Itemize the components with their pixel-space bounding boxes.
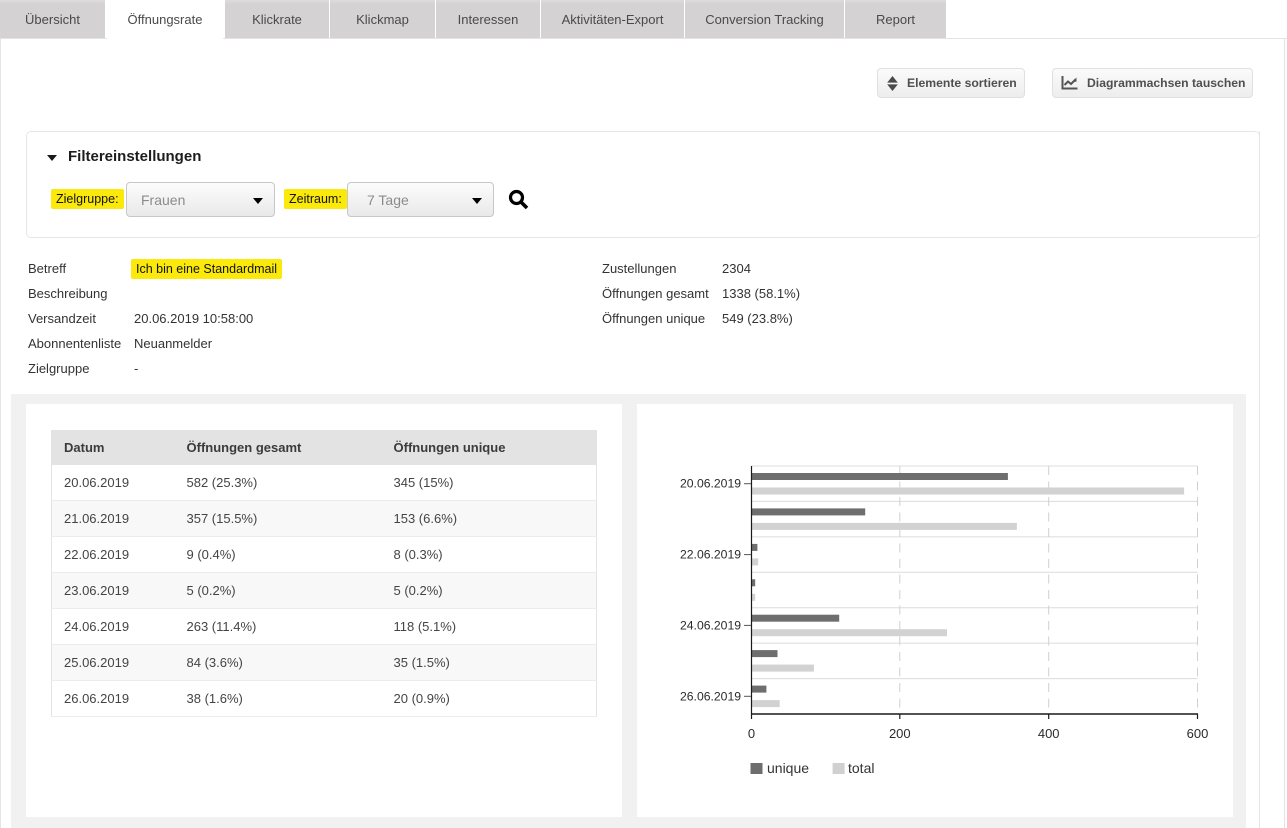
svg-text:20.06.2019: 20.06.2019 bbox=[680, 477, 741, 491]
svg-text:22.06.2019: 22.06.2019 bbox=[680, 548, 741, 562]
svg-text:total: total bbox=[848, 760, 874, 776]
svg-text:600: 600 bbox=[1187, 726, 1209, 741]
svg-text:24.06.2019: 24.06.2019 bbox=[680, 618, 741, 632]
svg-text:400: 400 bbox=[1038, 726, 1060, 741]
svg-text:unique: unique bbox=[767, 760, 809, 776]
svg-text:26.06.2019: 26.06.2019 bbox=[680, 689, 741, 703]
svg-text:200: 200 bbox=[889, 726, 911, 741]
svg-text:0: 0 bbox=[748, 726, 755, 741]
